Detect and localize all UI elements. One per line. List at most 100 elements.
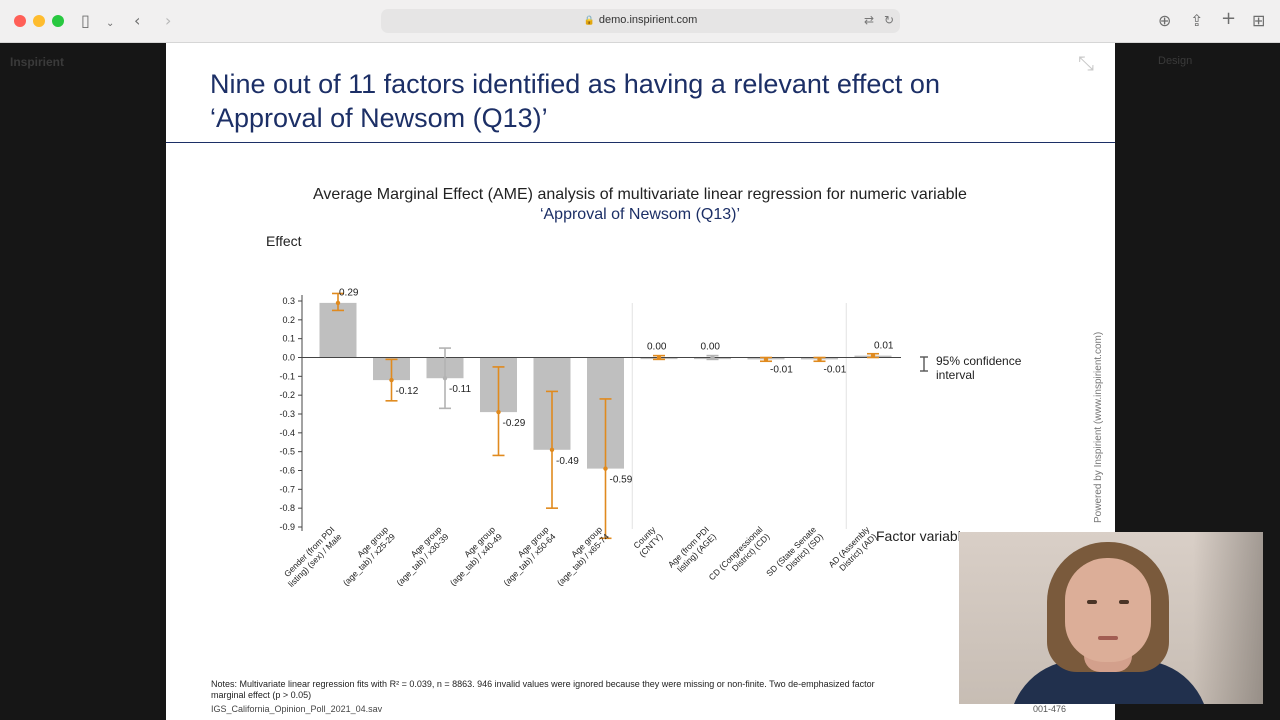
legend-text-line-2: interval [936,368,975,382]
value-label: 0.00 [701,342,721,353]
notes-line-1: Notes: Multivariate linear regression fi… [211,679,875,689]
source-file: IGS_California_Opinion_Poll_2021_04.sav [211,704,383,714]
design-menu[interactable]: Design [1158,55,1193,67]
confidence-interval [813,356,826,363]
presenter-face [1065,558,1151,662]
presentation-slide: Nine out of 11 factors identified as hav… [166,43,1115,720]
ci-point [870,353,876,358]
presenter-eye [1087,600,1097,604]
plus-icon[interactable]: + [1221,8,1237,29]
category-label: Age group(age_tab) / x65-74Age group (ag… [555,524,611,587]
y-tick-label: 0.0 [282,353,295,363]
window-maximize-button[interactable] [52,15,64,27]
y-tick-label: 0.2 [282,315,295,325]
value-label: 0.29 [339,287,359,298]
confidence-interval [546,390,558,509]
url-text: demo.inspirient.com [598,14,698,26]
value-label: -0.49 [556,456,579,467]
slide-title-line-1: Nine out of 11 factors identified as hav… [210,69,940,99]
chart-title: Average Marginal Effect (AME) analysis o… [313,186,967,203]
confidence-interval [867,352,879,359]
value-label: -0.01 [770,365,793,376]
y-tick-label: -0.9 [279,522,295,532]
y-tick-label: -0.7 [279,484,295,494]
y-tick-label: -0.2 [279,390,295,400]
share-icon[interactable]: ⇪ [1190,11,1204,30]
y-tick-label: -0.4 [279,428,295,438]
confidence-interval [599,398,612,540]
window-minimize-button[interactable] [33,15,45,27]
y-tick-label: -0.1 [279,371,295,381]
category-label: County(CNTY)County (CNTY) [631,524,664,559]
title-divider [166,142,1115,143]
ci-point [763,357,769,362]
ame-bar-chart: Effect 0.3 0.2 0.1 0.0 -0.1 -0.2 -0.3 -0.4 -0.5 -… [266,233,1022,589]
y-tick-label: 0.3 [282,296,295,306]
ci-point [603,466,608,471]
y-axis-label: Effect [266,233,302,249]
presenter-eye [1119,600,1129,604]
reload-icon[interactable]: ↻ [884,13,895,27]
app-logo: Inspirient [10,55,65,69]
ci-point [442,376,448,381]
page-number: 001-476 [1033,704,1067,714]
confidence-interval [439,347,451,410]
value-label: -0.11 [449,384,471,395]
y-tick-label: -0.6 [279,466,295,476]
slide-title-line-2: ‘Approval of Newsom (Q13)’ [210,103,548,133]
value-label: 0.01 [874,341,894,352]
webcam-video [959,532,1263,704]
value-label: -0.12 [396,386,419,397]
ci-point [710,355,715,360]
ci-point [496,409,501,415]
translate-icon[interactable]: ⇄ [864,13,875,27]
value-label: 0.00 [647,342,667,353]
collapse-icon[interactable]: ⤡ [1078,51,1094,75]
confidence-interval [706,354,719,361]
confidence-interval [385,358,398,402]
window-close-button[interactable] [14,15,26,27]
sidebar-icon[interactable]: ▯ [81,11,90,30]
ci-point [335,300,341,306]
y-axis: 0.3 0.2 0.1 0.0 -0.1 -0.2 -0.3 -0.4 -0.5 -0.6 -0.7… [279,295,303,532]
x-axis-label: Factor variabl [876,528,961,544]
value-label: -0.59 [610,475,633,486]
chevron-right-icon[interactable]: › [165,11,172,30]
ci-point [389,377,394,383]
chevron-left-icon[interactable]: ‹ [134,11,141,30]
tab-grid-icon[interactable]: ⊞ [1252,11,1266,30]
legend-text-line-1: 95% confidence [936,354,1022,368]
notes-line-2: marginal effect (p > 0.05) [211,690,312,700]
value-label: -0.29 [503,418,526,429]
chart-notes: Notes: Multivariate linear regression fi… [211,679,971,701]
confidence-intervals [332,292,879,540]
slide-title: Nine out of 11 factors identified as hav… [210,67,1070,135]
value-label: -0.01 [824,365,847,376]
chevron-down-icon[interactable]: ⌄ [106,18,115,29]
presenter-mouth [1098,636,1118,640]
chart-subtitle: ‘Approval of Newsom (Q13)’ [539,206,741,223]
ci-point [549,447,555,452]
confidence-interval [760,356,772,363]
address-bar[interactable]: 🔒 demo.inspirient.com ⇄ ↻ [381,9,900,33]
confidence-interval [653,354,665,361]
value-labels: 0.29 -0.12 -0.11 -0.29 -0.49 -0.59 0.00 0.00 -0.… [339,287,894,485]
download-icon[interactable]: ⊕ [1158,11,1172,30]
confidence-interval [332,292,344,312]
y-tick-label: 0.1 [282,334,295,344]
confidence-interval [492,366,505,457]
y-tick-label: -0.5 [279,447,295,457]
ci-point [817,357,822,362]
y-tick-label: -0.3 [279,409,295,419]
browser-toolbar: ▯ ⌄ ‹ › 🔒 demo.inspirient.com ⇄ ↻ ⊕ ⇪ + ⊞ [0,0,1280,43]
